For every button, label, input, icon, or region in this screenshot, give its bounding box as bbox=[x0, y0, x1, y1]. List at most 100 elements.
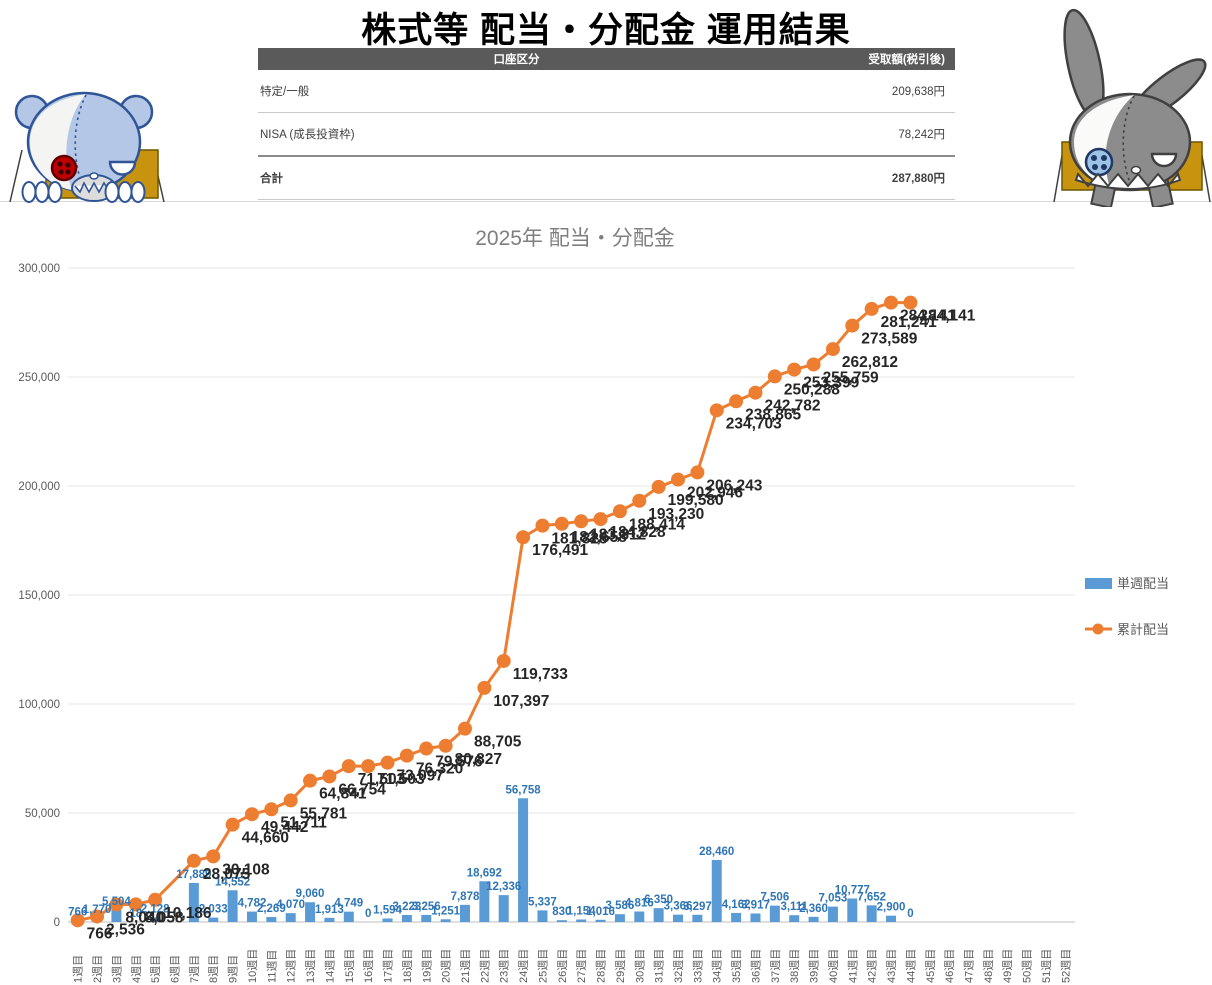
cumulative-point bbox=[748, 385, 763, 400]
cumulative-point bbox=[109, 897, 124, 912]
table-header-account-type: 口座区分 bbox=[493, 54, 540, 66]
cumulative-point bbox=[632, 493, 647, 508]
amount-value: 209,638円 bbox=[891, 86, 945, 98]
cumulative-point-label: 188,414 bbox=[629, 516, 685, 533]
cumulative-point bbox=[690, 465, 705, 480]
cumulative-point-label: 66,754 bbox=[338, 781, 386, 798]
weekly-bar-label: 830 bbox=[552, 906, 571, 918]
y-axis-tick-label: 300,000 bbox=[18, 263, 60, 275]
x-axis-tick-label: 14週目 bbox=[323, 949, 336, 983]
weekly-bar-label: 5,504 bbox=[102, 896, 131, 908]
weekly-bar-label: 6,350 bbox=[644, 894, 673, 906]
x-axis-tick-label: 8週目 bbox=[207, 955, 220, 983]
weekly-bar-label: 2,033 bbox=[199, 904, 228, 916]
weekly-dividend-bar bbox=[150, 917, 161, 922]
cumulative-point-label: 234,703 bbox=[726, 415, 782, 432]
x-axis-tick-label: 35週目 bbox=[730, 949, 743, 983]
cumulative-point-label: 2,536 bbox=[106, 921, 145, 938]
legend-label-cumulative: 累計配当 bbox=[1117, 622, 1169, 637]
x-axis-tick-label: 22週目 bbox=[478, 949, 491, 983]
weekly-dividend-bar bbox=[692, 914, 703, 922]
weekly-bar-label: 1,770 bbox=[83, 904, 112, 916]
x-axis-tick-label: 16週目 bbox=[362, 949, 375, 983]
weekly-bar-label: 18,692 bbox=[467, 867, 502, 879]
weekly-dividend-bar bbox=[673, 914, 684, 922]
weekly-bar-label: 3,297 bbox=[683, 901, 712, 913]
cumulative-point bbox=[70, 913, 85, 928]
weekly-bar-label: 9,060 bbox=[296, 888, 325, 900]
x-axis-tick-label: 27週目 bbox=[575, 949, 588, 983]
y-axis-tick-label: 200,000 bbox=[18, 481, 60, 493]
weekly-bar-label: 56,758 bbox=[505, 784, 541, 796]
cumulative-point-label: 262,812 bbox=[842, 354, 898, 371]
x-axis-tick-label: 47週目 bbox=[962, 949, 975, 983]
rabbit-mascot-image bbox=[1053, 8, 1211, 207]
x-axis-tick-label: 50週目 bbox=[1021, 949, 1034, 983]
weekly-dividend-bar bbox=[479, 881, 490, 922]
cumulative-point bbox=[148, 892, 163, 907]
cumulative-point-label: 281,241 bbox=[881, 314, 937, 331]
cumulative-point-label: 107,397 bbox=[493, 693, 549, 710]
weekly-dividend-bar bbox=[92, 918, 103, 922]
cumulative-point-label: 88,705 bbox=[474, 734, 522, 751]
weekly-dividend-bar bbox=[266, 917, 277, 922]
cumulative-point-label: 199,580 bbox=[668, 492, 724, 509]
cumulative-point-label: 255,759 bbox=[823, 369, 879, 386]
horizontal-divider bbox=[0, 201, 1212, 202]
x-axis-tick-label: 31週目 bbox=[653, 949, 666, 983]
y-axis-tick-label: 250,000 bbox=[18, 372, 60, 384]
cumulative-point-label: 202,946 bbox=[687, 485, 743, 502]
cumulative-point bbox=[438, 738, 453, 753]
cumulative-point bbox=[593, 512, 608, 527]
cumulative-point bbox=[419, 741, 434, 756]
x-axis-tick-label: 26週目 bbox=[556, 949, 569, 983]
weekly-dividend-bar bbox=[498, 895, 509, 922]
weekly-bar-label: 4,816 bbox=[625, 898, 654, 910]
x-axis-tick-label: 48週目 bbox=[982, 949, 995, 983]
cumulative-point bbox=[651, 479, 666, 494]
weekly-dividend-bar bbox=[711, 859, 722, 922]
cumulative-point-label: 242,782 bbox=[764, 398, 820, 415]
y-axis-tick-label: 0 bbox=[54, 917, 60, 929]
weekly-dividend-bar bbox=[789, 915, 800, 922]
weekly-dividend-bar bbox=[518, 798, 529, 922]
cumulative-point bbox=[729, 394, 744, 409]
weekly-dividend-bar bbox=[847, 898, 858, 922]
x-axis-tick-label: 6週目 bbox=[169, 955, 182, 983]
table-row-total: 合計 287,880円 bbox=[258, 155, 955, 200]
x-axis-tick-label: 12週目 bbox=[285, 949, 298, 983]
cumulative-point bbox=[341, 759, 356, 774]
x-axis-tick-label: 43週目 bbox=[885, 949, 898, 983]
weekly-bar-label: 3,917 bbox=[741, 899, 770, 911]
weekly-dividend-bar bbox=[808, 916, 819, 922]
x-axis-tick-label: 23週目 bbox=[498, 949, 511, 983]
cumulative-point bbox=[361, 759, 376, 774]
cumulative-point bbox=[264, 802, 279, 817]
weekly-bar-label: 4,162 bbox=[722, 899, 751, 911]
cumulative-point bbox=[496, 653, 511, 668]
weekly-bar-label: 4,749 bbox=[334, 898, 363, 910]
amount-value: 78,242円 bbox=[898, 129, 945, 141]
cumulative-point bbox=[845, 318, 860, 333]
y-axis-tick-label: 50,000 bbox=[25, 808, 60, 820]
x-axis-tick-label: 18週目 bbox=[401, 949, 414, 983]
cumulative-point bbox=[225, 817, 240, 832]
x-axis-tick-label: 42週目 bbox=[866, 949, 879, 983]
x-axis-tick-label: 10週目 bbox=[246, 949, 259, 983]
weekly-dividend-bar bbox=[421, 914, 432, 922]
weekly-dividend-bar bbox=[595, 919, 606, 922]
cumulative-point-label: 51,711 bbox=[280, 814, 327, 831]
weekly-bar-label: 28,460 bbox=[699, 846, 734, 858]
cumulative-point-label: 184,828 bbox=[610, 524, 666, 541]
weekly-dividend-bar bbox=[324, 917, 335, 922]
weekly-bar-label: 17,889 bbox=[176, 869, 211, 881]
x-axis-tick-label: 52週目 bbox=[1059, 949, 1072, 983]
cumulative-point-label: 79,576 bbox=[435, 754, 483, 771]
weekly-bar-label: 7,878 bbox=[451, 891, 480, 903]
total-value: 287,880円 bbox=[891, 173, 945, 185]
weekly-dividend-bar bbox=[653, 908, 664, 922]
x-axis-tick-label: 13週目 bbox=[304, 949, 317, 983]
weekly-bar-label: 3,586 bbox=[606, 900, 635, 912]
cumulative-point-label: 182,658 bbox=[571, 529, 627, 546]
weekly-dividend-bar bbox=[305, 902, 316, 922]
